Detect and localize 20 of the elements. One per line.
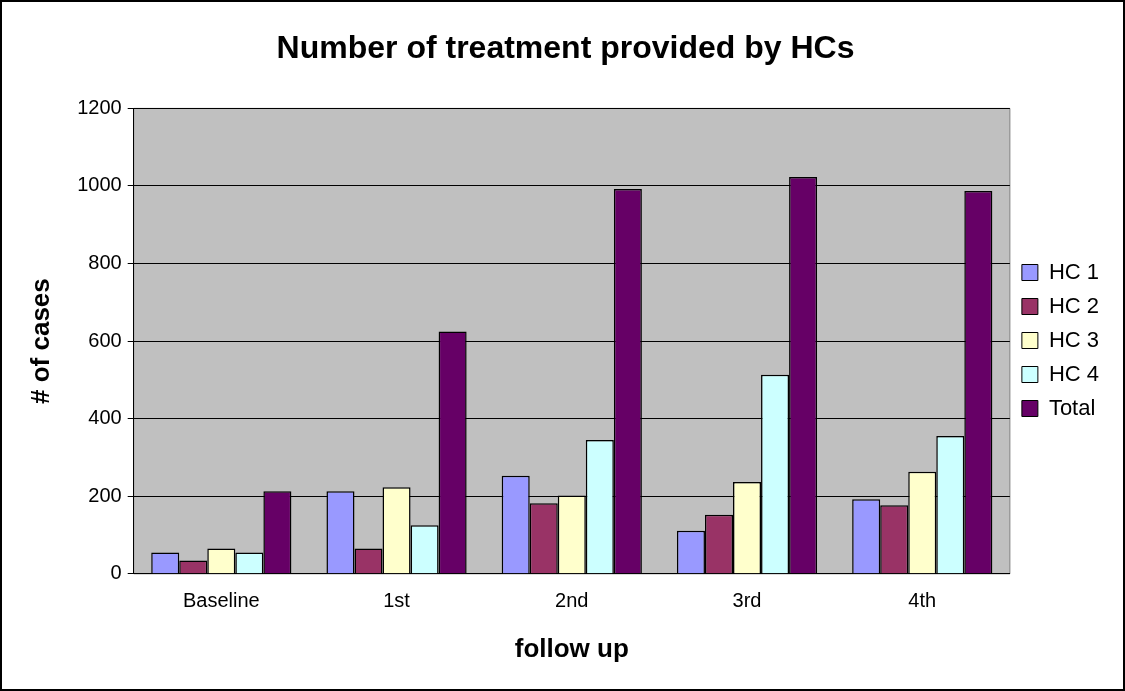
y-axis-title: # of cases [24, 278, 55, 404]
y-tick-label: 200 [88, 483, 122, 506]
x-tick-label: 1st [383, 589, 411, 612]
x-tick-label: 4th [908, 589, 937, 612]
chart-title: Number of treatment provided by HCs [276, 29, 855, 66]
x-tick-label: Baseline [182, 589, 260, 612]
y-tick-label: 1000 [77, 173, 122, 196]
y-tick-label: 0 [110, 561, 122, 584]
y-tick-label: 400 [88, 406, 122, 429]
x-tick-label: 2nd [555, 589, 589, 612]
x-tick-label: 3rd [732, 589, 762, 612]
y-tick-label: 600 [88, 328, 122, 351]
y-tick-label: 1200 [77, 95, 122, 118]
legend-label: HC 3 [1048, 326, 1099, 352]
legend-label: Total [1048, 394, 1096, 420]
legend-label: HC 2 [1048, 292, 1099, 318]
legend-label: HC 4 [1048, 360, 1099, 386]
x-axis-title: follow up [514, 632, 629, 663]
legend-label: HC 1 [1048, 258, 1099, 284]
y-tick-label: 800 [88, 251, 122, 274]
